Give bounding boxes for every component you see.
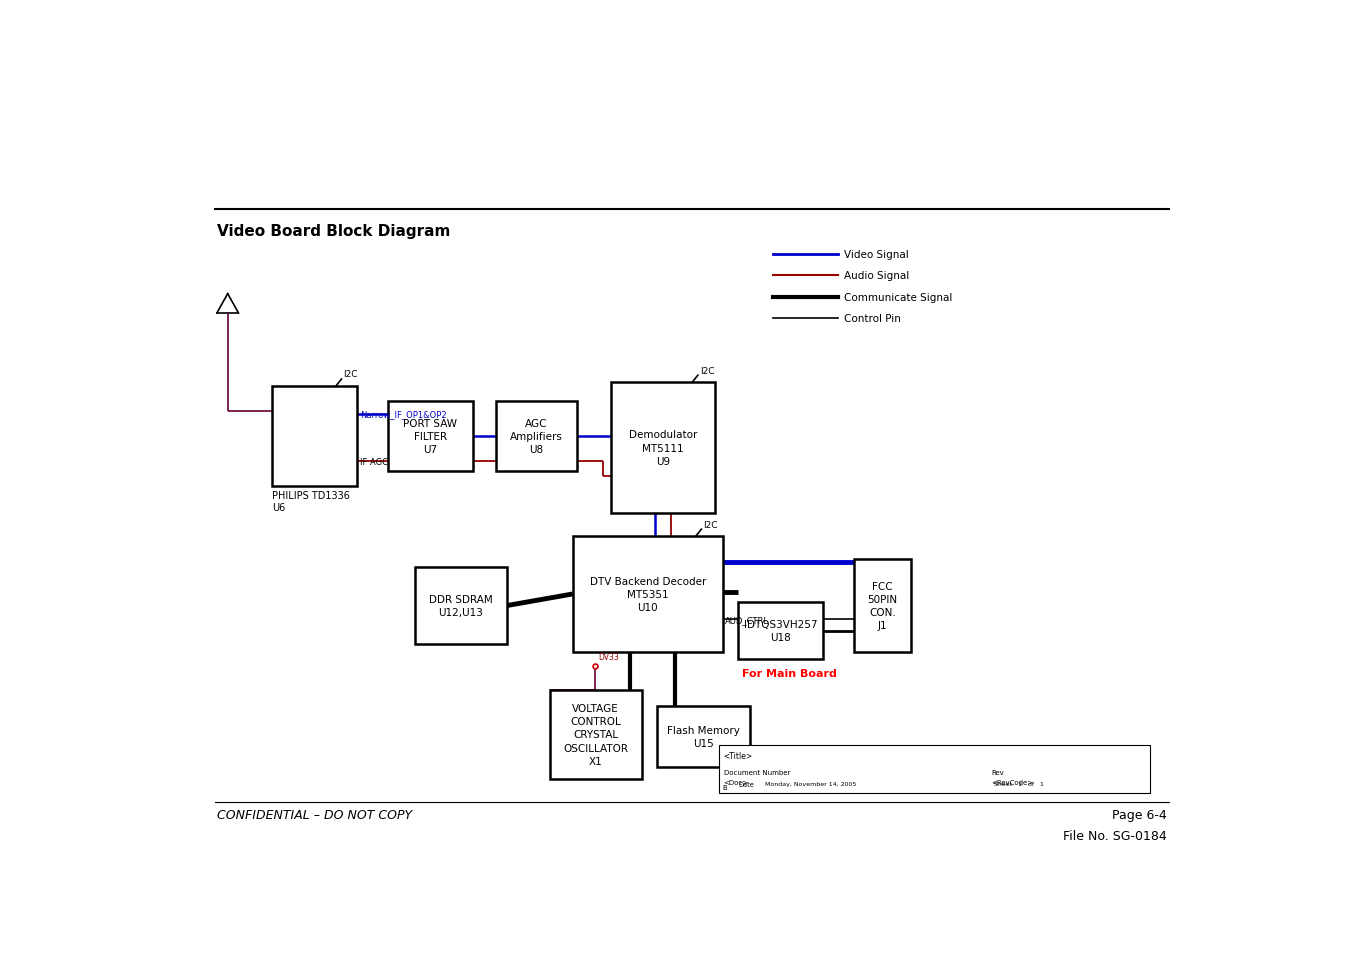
Text: PORT SAW
FILTER
U7: PORT SAW FILTER U7: [403, 418, 457, 455]
Text: Audio Signal: Audio Signal: [843, 271, 909, 281]
Text: Control Pin: Control Pin: [843, 314, 901, 324]
Text: <RevCode>: <RevCode>: [990, 780, 1034, 785]
Text: Date: Date: [738, 781, 754, 787]
Text: AUD_CTRL: AUD_CTRL: [725, 616, 769, 624]
Text: DTV Backend Decoder
MT5351
U10: DTV Backend Decoder MT5351 U10: [589, 577, 707, 613]
Text: Page 6-4: Page 6-4: [1112, 808, 1167, 821]
Text: CONFIDENTIAL – DO NOT COPY: CONFIDENTIAL – DO NOT COPY: [218, 808, 412, 821]
Text: DV33: DV33: [598, 652, 619, 661]
Bar: [273, 387, 357, 487]
Text: Sheet   1   of   1: Sheet 1 of 1: [994, 781, 1044, 786]
Text: DDR SDRAM
U12,U13: DDR SDRAM U12,U13: [430, 595, 493, 618]
Text: B: B: [723, 784, 728, 790]
Text: VOLTAGE
CONTROL
CRYSTAL
OSCILLATOR
X1: VOLTAGE CONTROL CRYSTAL OSCILLATOR X1: [563, 703, 628, 766]
Bar: [611, 383, 715, 514]
Bar: [415, 567, 507, 644]
Bar: [496, 402, 577, 472]
Text: I2C: I2C: [343, 370, 358, 379]
Text: Narrow_IF_OP1&OP2: Narrow_IF_OP1&OP2: [361, 410, 447, 419]
Text: IDTQS3VH257
U18: IDTQS3VH257 U18: [744, 619, 817, 642]
Text: For Main Board: For Main Board: [742, 669, 836, 679]
Text: Flash Memory
U15: Flash Memory U15: [667, 725, 740, 748]
Bar: [738, 602, 823, 659]
Bar: [854, 559, 912, 652]
Text: PHILIPS TD1336
U6: PHILIPS TD1336 U6: [273, 491, 350, 513]
Text: AGC
Amplifiers
U8: AGC Amplifiers U8: [509, 418, 562, 455]
Text: I2C: I2C: [704, 520, 717, 529]
Text: Demodulator
MT5111
U9: Demodulator MT5111 U9: [630, 430, 697, 466]
Bar: [573, 537, 723, 652]
Bar: [388, 402, 473, 472]
Text: Video Signal: Video Signal: [843, 250, 908, 259]
Text: Video Board Block Diagram: Video Board Block Diagram: [218, 224, 450, 238]
Text: <Title>: <Title>: [724, 751, 753, 760]
Text: <Doc>: <Doc>: [724, 780, 748, 785]
Bar: [550, 691, 642, 779]
Text: Monday, November 14, 2005: Monday, November 14, 2005: [765, 781, 857, 786]
Text: File No. SG-0184: File No. SG-0184: [1063, 829, 1167, 841]
Bar: [719, 745, 1150, 793]
Text: I2C: I2C: [700, 366, 715, 375]
Text: Document Number: Document Number: [724, 769, 790, 776]
Bar: [658, 706, 750, 767]
Text: FCC
50PIN
CON.
J1: FCC 50PIN CON. J1: [867, 581, 897, 631]
Text: Communicate Signal: Communicate Signal: [843, 293, 952, 302]
Text: IF AGC: IF AGC: [361, 457, 388, 466]
Text: Rev: Rev: [990, 769, 1004, 776]
